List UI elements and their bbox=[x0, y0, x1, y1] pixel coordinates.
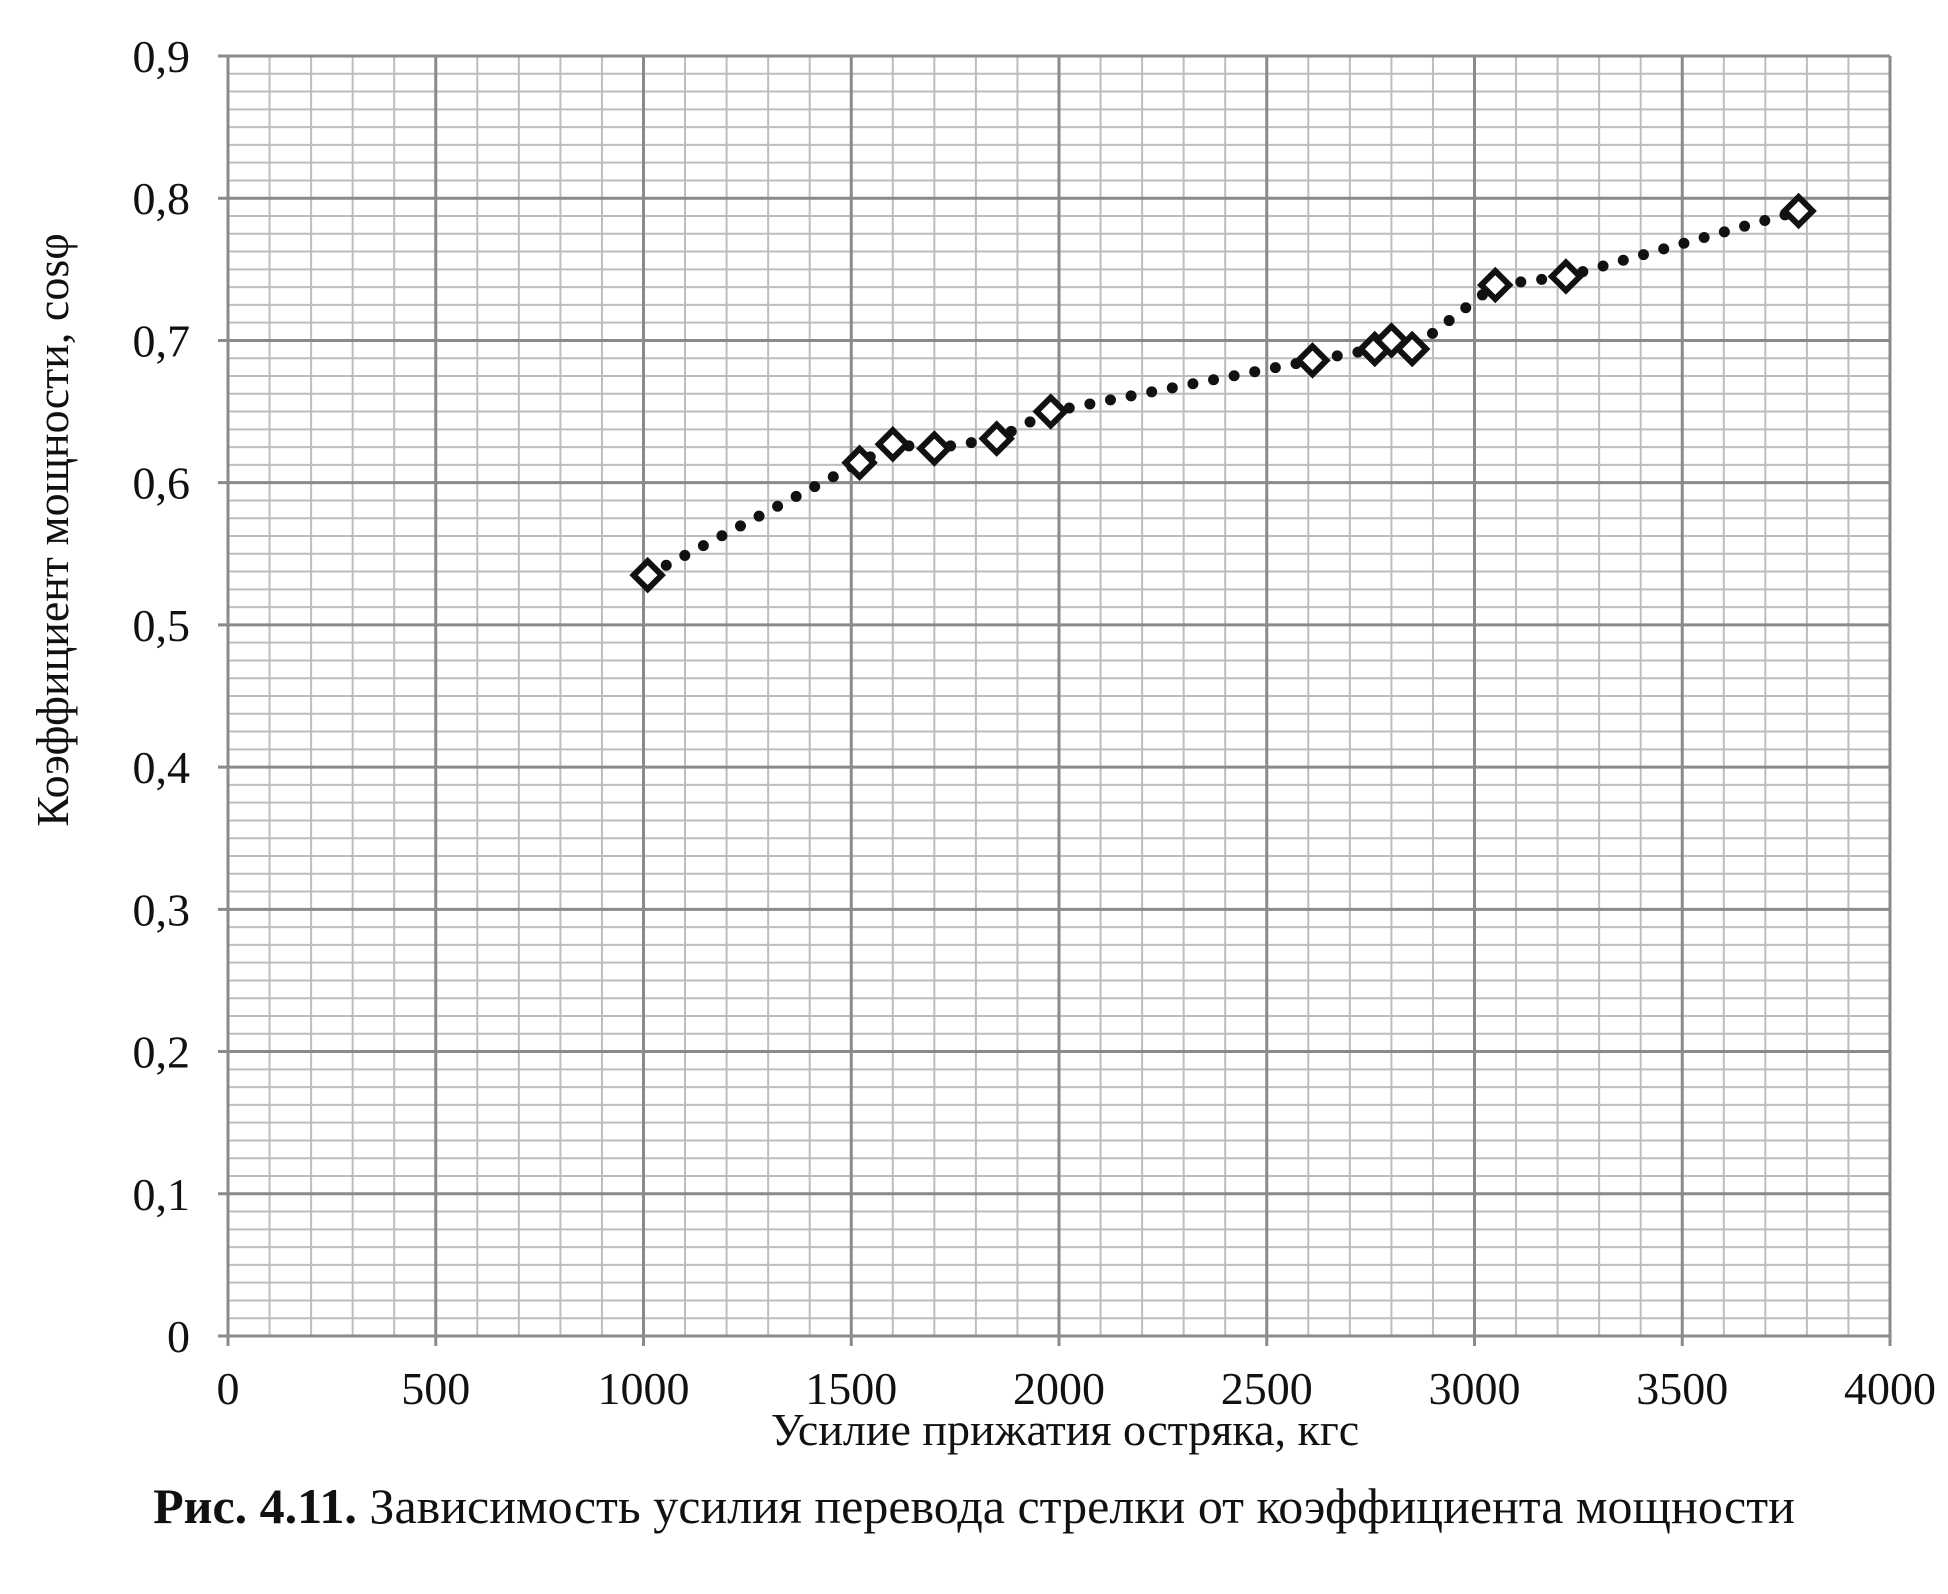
data-point-marker bbox=[1477, 266, 1514, 304]
x-axis-title: Усилие прижатия остряка, кгс bbox=[771, 1404, 1359, 1455]
x-tick-label: 4000 bbox=[1844, 1363, 1936, 1414]
chart: 0 500 1000 1500 2000 2500 3000 3500 4000 0 0,1 0,2… bbox=[27, 31, 1937, 1455]
data-point-marker bbox=[1780, 192, 1817, 230]
data-point-marker bbox=[1032, 393, 1069, 430]
y-tick-label: 0,2 bbox=[133, 1027, 191, 1078]
major-grid bbox=[218, 54, 1892, 1346]
data-point-marker bbox=[978, 420, 1015, 457]
y-tick-label: 0 bbox=[167, 1311, 190, 1362]
x-tick-label: 500 bbox=[401, 1363, 470, 1414]
caption-label: Рис. 4.11. bbox=[153, 1478, 357, 1534]
data-points bbox=[629, 192, 1817, 594]
y-tick-label: 0,7 bbox=[133, 315, 191, 366]
y-tick-label: 0,4 bbox=[133, 742, 191, 793]
x-tick-label: 0 bbox=[217, 1363, 240, 1414]
x-tick-label: 1500 bbox=[805, 1363, 897, 1414]
data-point-marker bbox=[1393, 330, 1431, 368]
data-point-marker bbox=[1547, 258, 1585, 295]
x-tick-label: 2500 bbox=[1221, 1363, 1313, 1414]
figure-caption: Рис. 4.11. Зависимость усилия перевода с… bbox=[0, 1476, 1948, 1536]
x-tick-label: 2000 bbox=[1013, 1363, 1105, 1414]
x-tick-label: 3500 bbox=[1636, 1363, 1728, 1414]
data-point-marker bbox=[1294, 342, 1331, 379]
y-axis-title: Коэффициент мощности, cosφ bbox=[27, 233, 78, 827]
data-point-marker bbox=[874, 426, 912, 463]
data-point-marker bbox=[916, 430, 953, 467]
x-tick-label: 3000 bbox=[1429, 1363, 1521, 1414]
x-tick-label: 1000 bbox=[598, 1363, 690, 1414]
y-tick-label: 0,6 bbox=[133, 458, 191, 509]
y-tick-label: 0,3 bbox=[133, 884, 191, 935]
y-tick-labels: 0 0,1 0,2 0,3 0,4 0,5 0,6 0,7 0,8 0,9 bbox=[133, 31, 191, 1362]
y-tick-label: 0,9 bbox=[133, 31, 191, 82]
y-tick-label: 0,8 bbox=[133, 173, 191, 224]
data-point-marker bbox=[841, 444, 878, 481]
data-point-marker bbox=[629, 556, 666, 594]
y-tick-label: 0,5 bbox=[133, 600, 191, 651]
caption-text: Зависимость усилия перевода стрелки от к… bbox=[356, 1478, 1795, 1534]
x-tick-labels: 0 500 1000 1500 2000 2500 3000 3500 4000 bbox=[217, 1363, 1937, 1414]
y-tick-label: 0,1 bbox=[133, 1169, 191, 1220]
